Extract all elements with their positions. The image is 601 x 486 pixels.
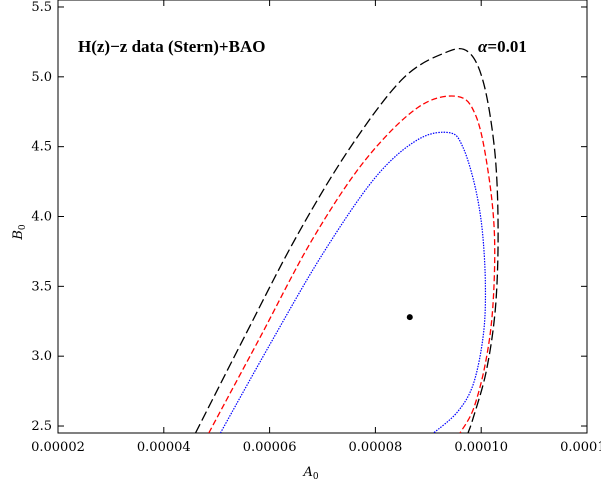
contour-2-sigma — [208, 95, 496, 433]
plot-frame — [57, 0, 588, 434]
y-tick-label: 3.0 — [31, 349, 52, 364]
best-fit-point — [406, 314, 413, 321]
x-tick-label: 0.00002 — [31, 440, 85, 455]
y-tick-label: 2.5 — [31, 419, 52, 434]
x-tick-label: 0.00012 — [560, 440, 601, 455]
x-axis-title: A0 — [302, 465, 318, 482]
alpha-symbol: α — [478, 37, 488, 56]
y-axis-title-sub: 0 — [18, 224, 28, 230]
tick-group: 0.00002 0.00004 0.00006 0.00008 0.00010 0.000… — [31, 0, 601, 455]
contour-3-sigma — [194, 48, 499, 433]
alpha-value: =0.01 — [487, 37, 526, 56]
x-axis-title-sub: 0 — [313, 472, 319, 482]
y-axis-title-main: B — [11, 230, 26, 241]
y-tick-label: 3.5 — [31, 279, 52, 294]
y-tick-label: 5.5 — [31, 0, 52, 15]
annotation-left: H(z)−z data (Stern)+BAO — [78, 37, 265, 56]
x-axis-title-main: A — [302, 465, 312, 480]
y-axis-title: B0 — [11, 224, 28, 241]
x-tick-label: 0.00004 — [137, 440, 191, 455]
x-tick-label: 0.00008 — [349, 440, 403, 455]
annotation-right: α=0.01 — [478, 37, 527, 56]
x-tick-label: 0.00006 — [243, 440, 297, 455]
y-tick-label: 4.5 — [31, 140, 52, 155]
contour-1-sigma — [219, 131, 487, 433]
y-tick-label: 5.0 — [31, 70, 52, 85]
contour-group — [194, 48, 499, 433]
y-tick-label: 4.0 — [31, 210, 52, 225]
x-tick-label: 0.00010 — [454, 440, 508, 455]
